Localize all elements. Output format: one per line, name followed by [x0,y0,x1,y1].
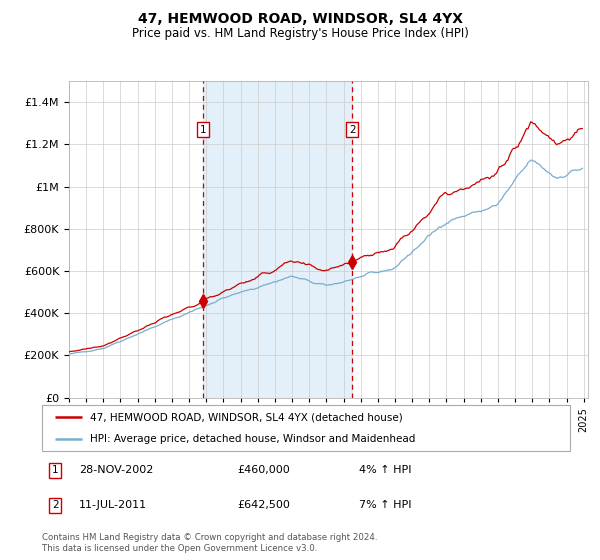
Text: £460,000: £460,000 [238,465,290,475]
Text: 1: 1 [52,465,59,475]
FancyBboxPatch shape [42,405,570,451]
Text: 2: 2 [52,501,59,510]
Text: 4% ↑ HPI: 4% ↑ HPI [359,465,412,475]
Text: 2: 2 [349,125,355,135]
Text: 11-JUL-2011: 11-JUL-2011 [79,501,147,510]
Text: £642,500: £642,500 [238,501,290,510]
Text: 47, HEMWOOD ROAD, WINDSOR, SL4 4YX: 47, HEMWOOD ROAD, WINDSOR, SL4 4YX [137,12,463,26]
Text: HPI: Average price, detached house, Windsor and Maidenhead: HPI: Average price, detached house, Wind… [89,435,415,444]
Text: 7% ↑ HPI: 7% ↑ HPI [359,501,412,510]
Text: Price paid vs. HM Land Registry's House Price Index (HPI): Price paid vs. HM Land Registry's House … [131,27,469,40]
Text: Contains HM Land Registry data © Crown copyright and database right 2024.
This d: Contains HM Land Registry data © Crown c… [42,533,377,553]
Text: 1: 1 [200,125,207,135]
Text: 28-NOV-2002: 28-NOV-2002 [79,465,154,475]
Text: 47, HEMWOOD ROAD, WINDSOR, SL4 4YX (detached house): 47, HEMWOOD ROAD, WINDSOR, SL4 4YX (deta… [89,412,402,422]
Bar [203,81,352,398]
